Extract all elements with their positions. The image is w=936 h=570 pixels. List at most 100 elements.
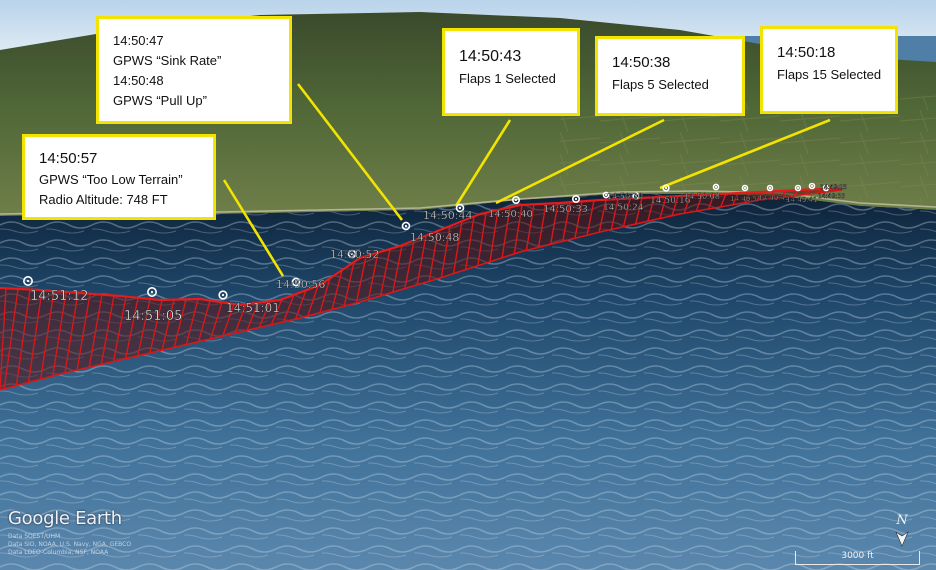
track-time-label: 14:50:56	[276, 278, 325, 291]
track-marker-dot	[26, 279, 30, 283]
track-rib	[185, 298, 199, 345]
track-rib	[452, 221, 463, 274]
track-rib	[0, 288, 7, 391]
track-rib	[549, 202, 559, 245]
track-marker[interactable]	[147, 287, 157, 297]
callout-line: Flaps 5 Selected	[612, 77, 709, 92]
track-rib	[137, 298, 151, 356]
track-marker[interactable]	[632, 192, 640, 200]
track-time-label: 14:50:48	[410, 231, 459, 244]
track-marker-dot	[604, 193, 608, 197]
track-rib	[477, 212, 487, 266]
track-rib	[149, 299, 163, 354]
track-marker[interactable]	[794, 184, 802, 192]
track-rib	[634, 197, 643, 225]
track-rib	[173, 299, 187, 348]
track-marker[interactable]	[571, 195, 580, 204]
terrain-fields	[560, 95, 936, 205]
track-time-label: 14:51:05	[124, 309, 182, 324]
callout-line: Flaps 1 Selected	[459, 71, 556, 86]
map-attribution: Data SOEST/UHM Data SIO, NOAA, U.S. Navy…	[8, 533, 131, 557]
track-marker[interactable]	[712, 183, 720, 191]
track-marker-dot	[796, 186, 800, 190]
track-rib	[768, 190, 775, 200]
track-marker-dot	[714, 185, 718, 189]
track-rib	[464, 216, 475, 270]
track-rib	[744, 192, 751, 203]
track-rib	[3, 288, 19, 389]
attribution-line: Data SOEST/UHM	[8, 533, 61, 540]
track-time-label: 14:51:12	[30, 289, 88, 304]
track-marker[interactable]	[766, 184, 774, 192]
track-marker[interactable]	[455, 203, 465, 213]
track-marker[interactable]	[822, 184, 830, 192]
callout-line: 14:50:43	[459, 48, 522, 65]
track-marker[interactable]	[662, 184, 670, 192]
google-earth-logo: Google Earth	[8, 508, 122, 529]
track-marker-dot	[824, 186, 828, 190]
track-marker[interactable]	[291, 277, 301, 287]
callout-gpws-sink-rate-pull-up: 14:50:47 GPWS “Sink Rate” 14:50:48 GPWS …	[96, 16, 292, 124]
leader-flaps-5	[495, 118, 665, 205]
track-marker[interactable]	[23, 276, 33, 286]
leader-flaps-1	[454, 119, 512, 207]
track-rib	[355, 256, 367, 304]
ocean-waves	[0, 194, 936, 570]
track-marker[interactable]	[218, 290, 228, 300]
track-time-label: 14:50:20	[607, 192, 643, 201]
track-rib	[695, 194, 703, 212]
leader-flaps-15	[659, 118, 831, 190]
track-marker-dot	[810, 184, 814, 188]
track-time-label: 14:50:52	[330, 248, 379, 261]
callout-line: 14:50:47	[113, 33, 164, 48]
flight-track-ground-line	[0, 189, 843, 391]
callout-line: 14:50:38	[612, 54, 671, 71]
track-time-label: 14:49:25	[820, 184, 847, 191]
track-time-label: 14:50:24	[603, 203, 644, 213]
track-rib	[88, 294, 103, 368]
track-rib	[112, 296, 127, 362]
flight-track-ribs	[0, 187, 835, 391]
track-marker-dot	[221, 293, 225, 297]
track-marker[interactable]	[347, 249, 357, 259]
callout-flaps-15-selected: 14:50:18 Flaps 15 Selected	[760, 26, 898, 114]
track-rib	[367, 252, 379, 300]
track-rib	[15, 289, 31, 386]
track-rib	[610, 198, 619, 230]
track-rib	[270, 298, 283, 325]
track-rib	[574, 201, 583, 239]
callout-leaders	[222, 83, 831, 277]
track-time-label: 14:49:57	[730, 195, 761, 203]
track-rib	[307, 285, 319, 317]
north-arrow-icon[interactable]: N	[888, 512, 916, 548]
track-time-label: 14:50:33	[543, 204, 588, 215]
track-marker-dot	[768, 186, 772, 190]
track-marker-dot	[294, 280, 298, 284]
track-time-label: 14:50:44	[423, 209, 472, 222]
track-marker[interactable]	[602, 191, 610, 199]
track-marker[interactable]	[511, 196, 520, 205]
callout-gpws-too-low-terrain: 14:50:57 GPWS “Too Low Terrain” Radio Al…	[22, 134, 216, 220]
callout-line: 14:50:48	[113, 73, 164, 88]
track-marker-dot	[150, 290, 154, 294]
track-rib	[64, 292, 79, 373]
track-rib	[76, 293, 91, 371]
track-rib	[39, 290, 55, 380]
track-rib	[258, 300, 271, 328]
track-rib	[246, 302, 259, 331]
track-marker-dot	[458, 206, 462, 210]
track-rib	[100, 295, 115, 365]
track-marker[interactable]	[741, 184, 749, 192]
track-rib	[562, 202, 571, 242]
track-marker[interactable]	[808, 182, 816, 190]
track-rib	[707, 194, 715, 210]
track-marker-dot	[514, 198, 518, 202]
track-rib	[416, 235, 427, 286]
track-time-label: 14:49:33	[818, 193, 845, 200]
track-rib	[343, 261, 355, 307]
track-rib	[404, 240, 415, 289]
callout-flaps-5-selected: 14:50:38 Flaps 5 Selected	[595, 36, 745, 116]
track-marker[interactable]	[401, 221, 411, 231]
attribution-line: Data SIO, NOAA, U.S. Navy, NGA, GEBCO	[8, 541, 132, 548]
callout-line: GPWS “Pull Up”	[113, 93, 207, 108]
